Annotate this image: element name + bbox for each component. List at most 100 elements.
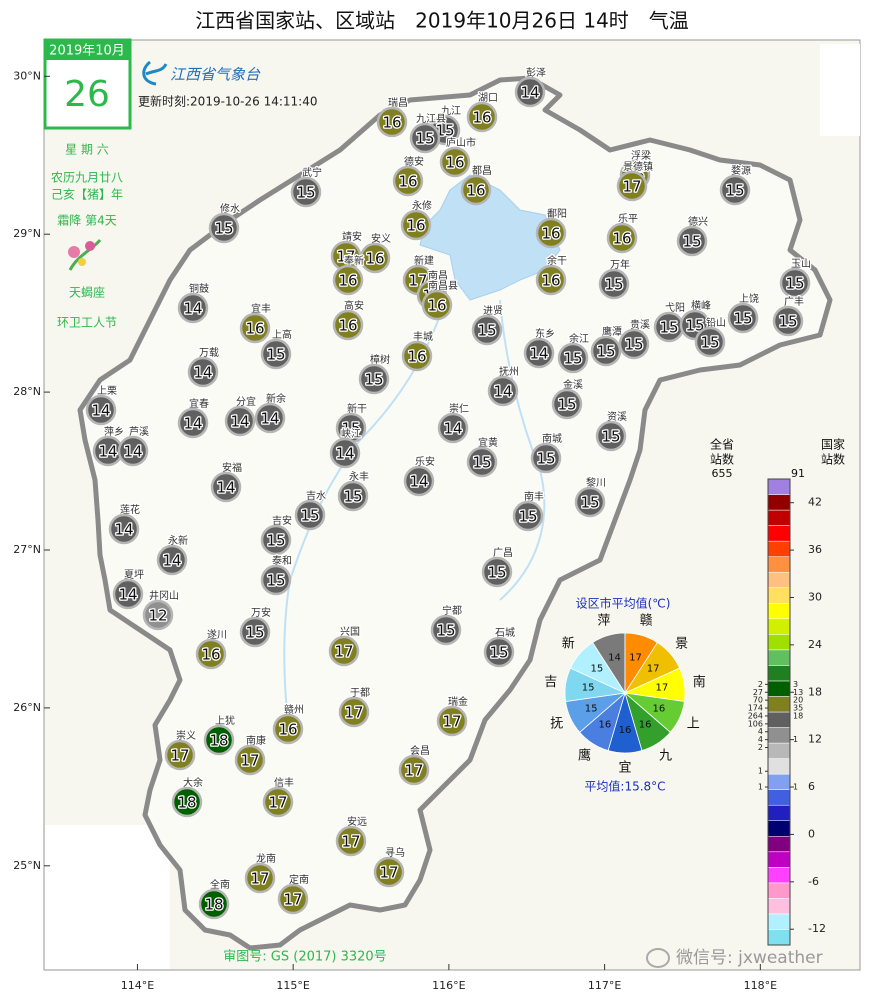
zodiac: 天蝎座 (69, 285, 105, 300)
station-name: 九江县 (416, 113, 446, 125)
station-marker (328, 635, 360, 667)
station-marker (772, 305, 804, 337)
province-count: 106 (748, 719, 763, 728)
station-marker (557, 342, 589, 374)
logo: 江西省气象台 (170, 66, 261, 84)
station-value: 15 (477, 322, 496, 340)
station-value: 16 (541, 272, 560, 290)
pie-label: 鹰 (578, 748, 591, 764)
logo-icon (142, 60, 168, 86)
station-marker (244, 862, 276, 894)
station: 井冈山 12 (142, 588, 180, 631)
station-marker (530, 442, 562, 474)
station: 德安 16 (392, 154, 425, 197)
station-marker (277, 883, 309, 915)
station-value: 16 (445, 154, 464, 172)
station-name: 万载 (199, 347, 219, 359)
station-value: 15 (725, 182, 744, 200)
station: 南城 15 (530, 431, 563, 474)
station-marker (400, 209, 432, 241)
station-marker (466, 101, 498, 133)
station-value: 16 (612, 230, 631, 248)
station-value: 14 (183, 300, 202, 318)
station: 安义 16 (359, 231, 392, 274)
station: 广丰 15 (772, 294, 805, 337)
pie-label: 景 (675, 636, 688, 651)
station-name: 南丰 (524, 490, 544, 503)
station-name: 新干 (347, 402, 367, 415)
station: 寻乌 17 (373, 845, 406, 888)
weekday: 星 期 六 (65, 143, 109, 157)
colorbar-tick-label: 12 (808, 733, 822, 746)
station-marker (290, 176, 322, 208)
station-name: 金溪 (563, 378, 583, 391)
pie-value: 16 (652, 703, 665, 714)
station: 鹰潭 15 (590, 324, 623, 367)
station-name: 婺源 (731, 164, 751, 177)
station-name: 玉山 (791, 258, 811, 270)
station-name: 石城 (495, 627, 515, 639)
station-value: 18 (209, 732, 228, 750)
station-name: 都昌 (472, 165, 492, 177)
flower-icon (68, 239, 102, 271)
colorbar-band (767, 696, 791, 713)
station-name: 崇义 (176, 730, 196, 742)
station-marker (195, 638, 227, 670)
station: 于都 17 (338, 686, 371, 728)
station-name: 景德镇 (623, 160, 653, 173)
station-value: 15 (364, 371, 383, 389)
station-value: 17 (379, 864, 398, 882)
national-count: 13 (793, 688, 803, 697)
colorbar-band (767, 758, 791, 775)
station: 高安 16 (332, 298, 365, 341)
station-marker (512, 500, 544, 532)
station-value: 17 (442, 713, 461, 731)
station-value: 15 (700, 334, 719, 352)
pie-value: 17 (629, 652, 642, 663)
station-value: 15 (436, 622, 455, 640)
station-name: 德安 (404, 155, 424, 168)
station-value: 17 (622, 178, 641, 196)
station-marker (239, 312, 271, 344)
colorbar-band (767, 649, 791, 666)
station-value: 15 (487, 564, 506, 582)
station-name: 南康 (246, 734, 266, 747)
y-tick-label: 26°N (13, 701, 41, 714)
station-name: 余江 (569, 332, 589, 345)
pie-label: 九 (659, 749, 672, 764)
station-value: 17 (334, 643, 353, 661)
station-marker (616, 170, 648, 202)
national-count: 18 (793, 711, 803, 720)
colorbar-tick-label: 24 (808, 638, 822, 651)
station-marker (164, 739, 196, 771)
station: 资溪 15 (595, 410, 628, 452)
station-marker (430, 614, 462, 646)
station-value: 14 (183, 415, 202, 433)
colorbar-band (767, 789, 791, 806)
station-value: 18 (204, 896, 223, 914)
station-value: 14 (493, 383, 512, 401)
station-value: 17 (240, 752, 259, 770)
station-value: 15 (300, 507, 319, 525)
station: 黎川 15 (574, 475, 607, 518)
national-count-header: 站数 (821, 452, 845, 467)
station-marker (332, 309, 364, 341)
station-name: 上犹 (215, 715, 235, 727)
station: 余干 16 (535, 253, 568, 296)
national-count: 1 (793, 735, 798, 744)
station-marker (523, 337, 555, 369)
station-marker (358, 363, 390, 395)
colorbar-band (767, 836, 791, 853)
station-value: 15 (785, 275, 804, 293)
station-name: 靖安 (342, 230, 362, 243)
station: 南康 17 (234, 733, 267, 776)
station-value: 15 (343, 488, 362, 506)
station-marker (359, 242, 391, 274)
station-marker (332, 264, 364, 296)
station-name: 乐平 (618, 213, 638, 225)
station-name: 宜春 (189, 397, 209, 410)
pie-value: 16 (599, 719, 612, 730)
station: 东乡 14 (523, 326, 556, 369)
